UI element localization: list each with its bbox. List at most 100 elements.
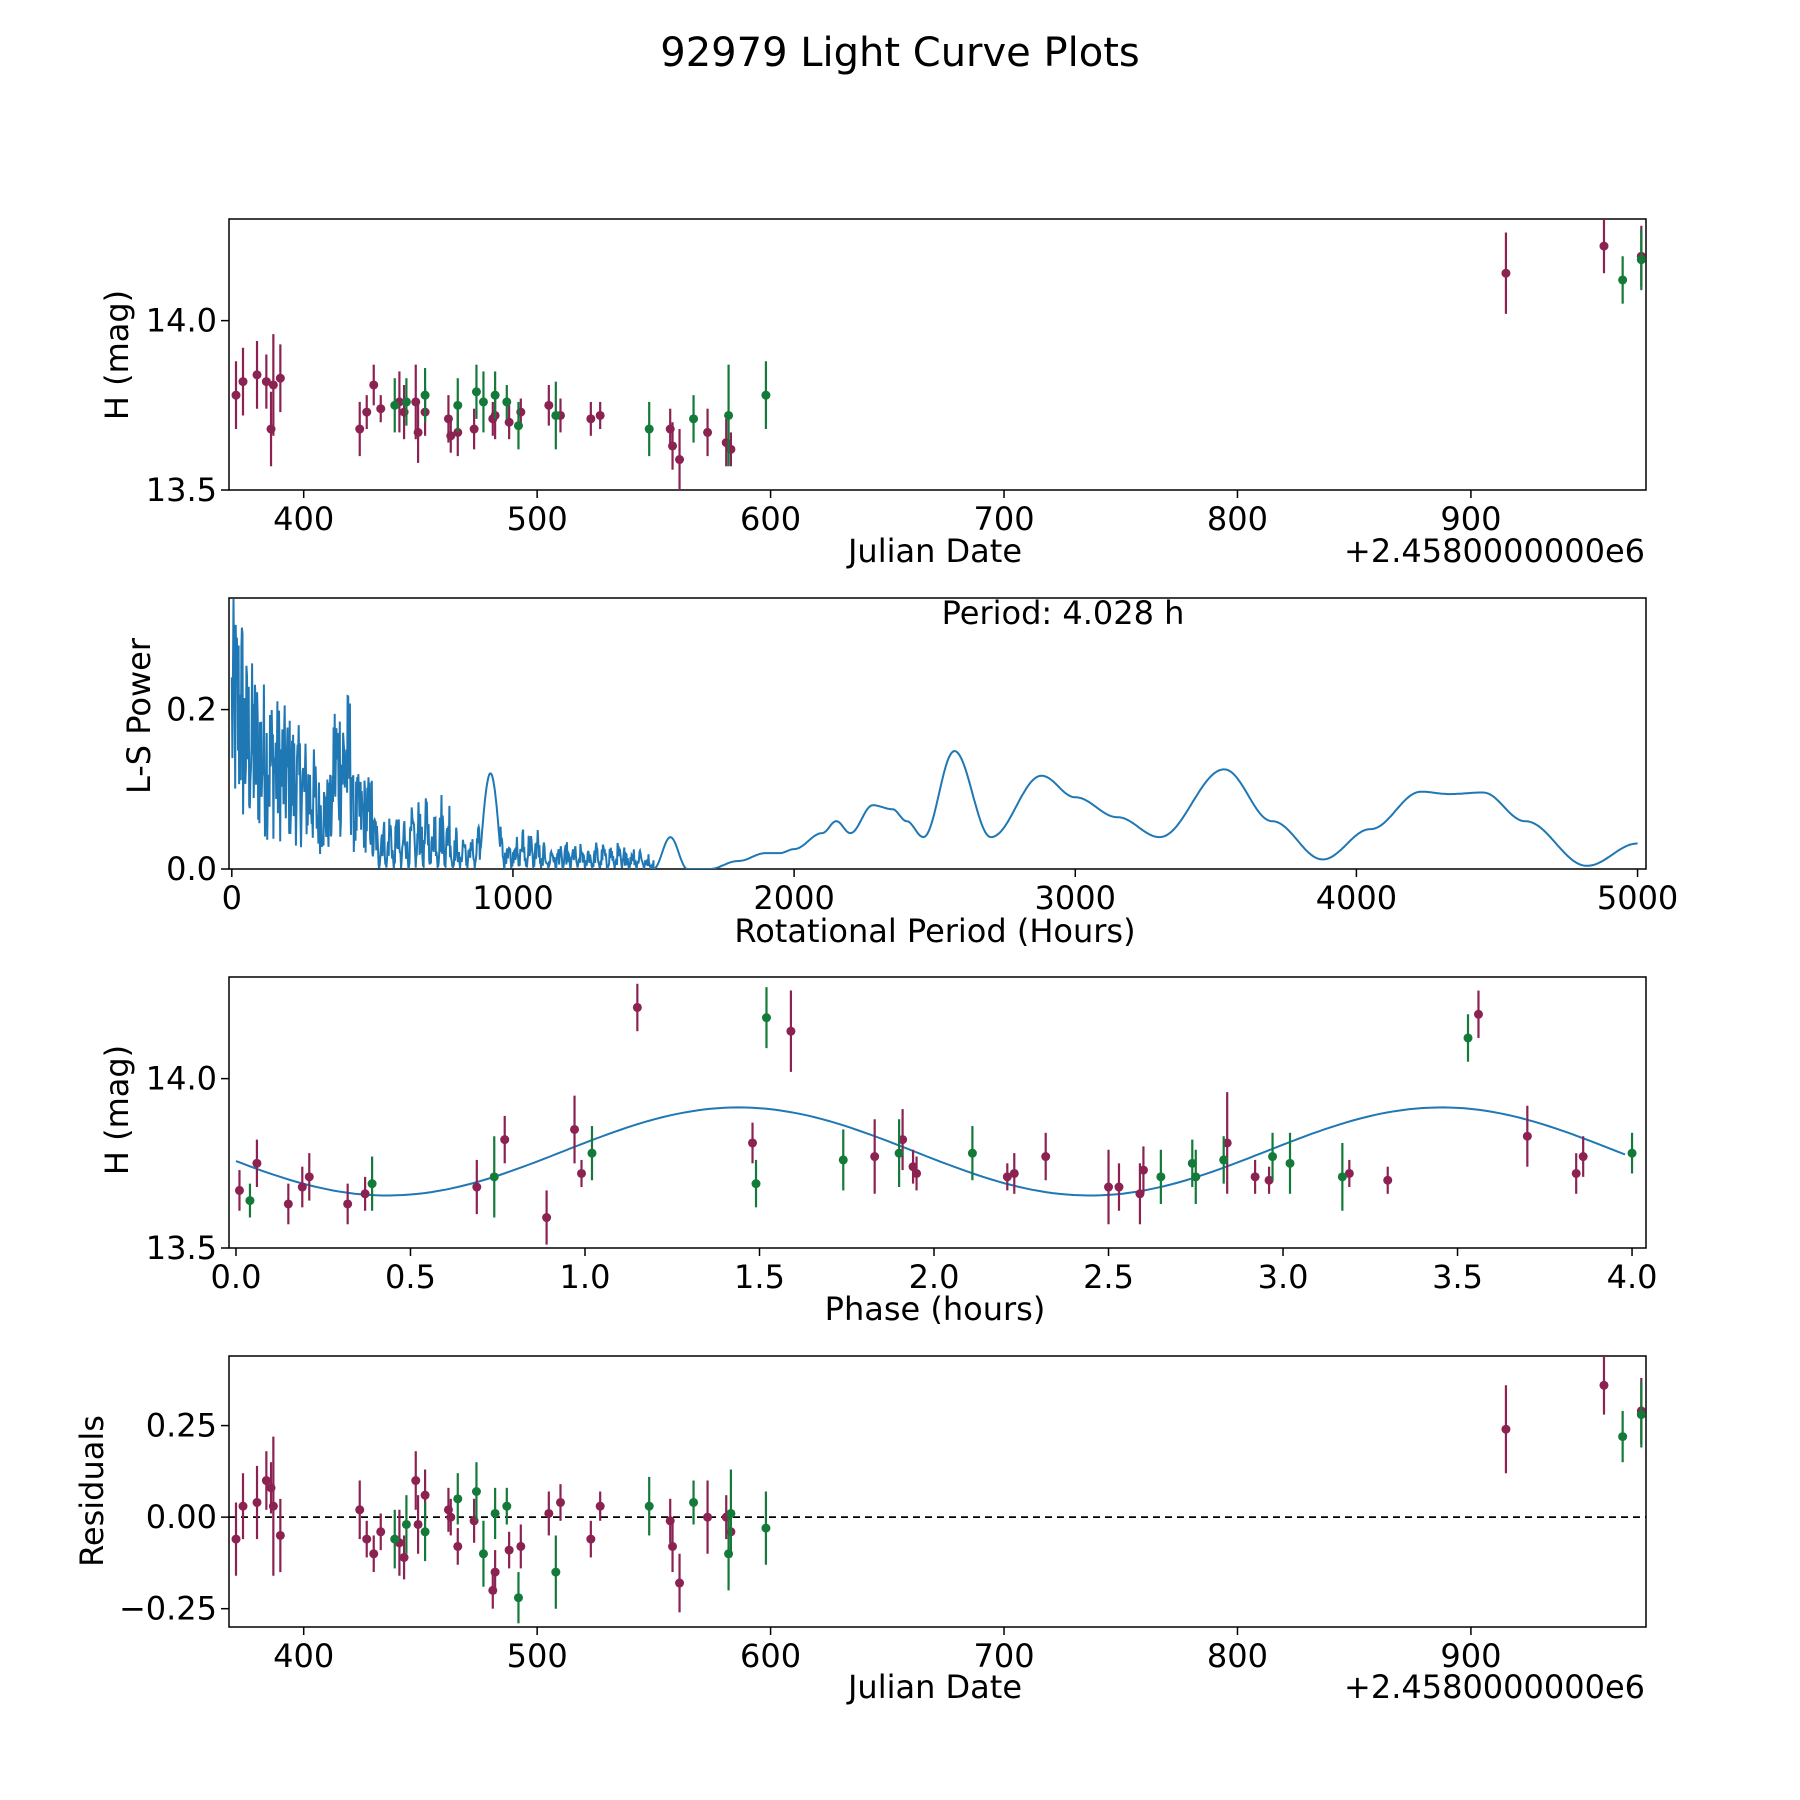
phased-data-point: [1002, 1172, 1012, 1182]
phased-data-point: [587, 1148, 597, 1158]
residuals-data-point: [401, 1519, 411, 1529]
phased-data-point: [1156, 1172, 1166, 1182]
phased-data-point: [1522, 1131, 1532, 1141]
residuals-data-point: [1501, 1424, 1511, 1434]
residuals-data-point: [668, 1541, 678, 1551]
lightcurve-data-point: [1636, 255, 1646, 265]
lightcurve-plot-frame: [228, 218, 1647, 491]
lightcurve-data-point: [390, 400, 400, 410]
phased-data-point: [297, 1182, 307, 1192]
lightcurve-ylabel: H (mag): [98, 290, 136, 420]
lightcurve-data-point: [252, 370, 262, 380]
phased-data-point: [1463, 1033, 1473, 1043]
residuals-data-point: [268, 1501, 278, 1511]
residuals-ylabel: Residuals: [73, 1415, 111, 1567]
periodogram-xlabel: Rotational Period (Hours): [734, 912, 1135, 950]
phased-data-point: [1138, 1165, 1148, 1175]
phased-data-point: [912, 1168, 922, 1178]
phased-data-point: [1191, 1172, 1201, 1182]
lightcurve-data-point: [502, 397, 512, 407]
phased-data-point: [908, 1162, 918, 1172]
period-annotation: Period: 4.028 h: [942, 594, 1185, 632]
periodogram-plot-frame: [228, 597, 1647, 870]
periodogram-xtick-label: 2000: [753, 879, 834, 917]
residuals-data-point: [261, 1476, 271, 1486]
residuals-data-point: [586, 1534, 596, 1544]
phased-data-point: [1219, 1155, 1229, 1165]
phased-data-point: [1264, 1175, 1274, 1185]
residuals-data-point: [369, 1549, 379, 1559]
lightcurve-ytick-label: 14.0: [146, 302, 217, 340]
lightcurve-xtick-label: 400: [273, 500, 334, 538]
phased-data-point: [1187, 1158, 1197, 1168]
residuals-ytick-label: 0.00: [146, 1498, 217, 1536]
residuals-xtick-label: 900: [1440, 1637, 1501, 1675]
phased-xtick-label: 3.5: [1432, 1258, 1483, 1296]
phased-points-layer: [234, 983, 1637, 1245]
lightcurve-panel: H (mag) Julian Date +2.4580000000e6 400 5…: [98, 218, 1647, 570]
phased-data-point: [343, 1199, 353, 1209]
phased-data-point: [761, 1013, 771, 1023]
lightcurve-data-point: [238, 377, 248, 387]
lightcurve-xtick-label: 600: [740, 500, 801, 538]
residuals-data-point: [411, 1476, 421, 1486]
residuals-data-point: [478, 1549, 488, 1559]
lightcurve-data-point: [504, 417, 514, 427]
phased-data-point: [870, 1152, 880, 1162]
phased-data-point: [489, 1172, 499, 1182]
lightcurve-data-point: [420, 390, 430, 400]
residuals-data-point: [689, 1497, 699, 1507]
phased-xtick-label: 2.0: [909, 1258, 960, 1296]
phased-data-point: [1135, 1189, 1145, 1199]
residuals-data-point: [238, 1501, 248, 1511]
phased-data-point: [751, 1179, 761, 1189]
lightcurve-data-point: [413, 427, 423, 437]
figure-title: 92979 Light Curve Plots: [660, 30, 1139, 76]
lightcurve-data-point: [469, 424, 479, 434]
phased-data-point: [500, 1135, 510, 1145]
periodogram-xtick-label: 0: [222, 879, 242, 917]
phased-ytick-label: 13.5: [146, 1229, 217, 1267]
phased-data-point: [367, 1179, 377, 1189]
residuals-data-point: [516, 1541, 526, 1551]
phased-data-point: [1337, 1172, 1347, 1182]
phased-data-point: [1268, 1152, 1278, 1162]
phased-data-point: [967, 1148, 977, 1158]
phased-data-point: [1114, 1182, 1124, 1192]
periodogram-ytick-label: 0.2: [166, 691, 217, 729]
lightcurve-offset-label: +2.4580000000e6: [1344, 532, 1645, 570]
residuals-data-point: [275, 1530, 285, 1540]
lightcurve-xtick-label: 900: [1440, 500, 1501, 538]
residuals-data-point: [513, 1593, 523, 1603]
residuals-data-point: [551, 1567, 561, 1577]
residuals-data-point: [761, 1523, 771, 1533]
lightcurve-data-point: [724, 410, 734, 420]
lightcurve-data-point: [231, 390, 241, 400]
periodogram-ytick-label: 0.0: [166, 850, 217, 888]
residuals-points-layer: [231, 1356, 1646, 1624]
phased-xtick-label: 1.0: [560, 1258, 611, 1296]
residuals-ytick-label: −0.25: [119, 1590, 217, 1628]
phased-data-point: [1383, 1175, 1393, 1185]
residuals-data-point: [1599, 1380, 1609, 1390]
residuals-data-point: [471, 1487, 481, 1496]
lightcurve-xlabel: Julian Date: [846, 532, 1022, 570]
phased-data-point: [898, 1135, 908, 1145]
residuals-plot-frame: [228, 1355, 1647, 1628]
phased-data-point: [1104, 1182, 1114, 1192]
phased-ylabel: H (mag): [98, 1045, 136, 1175]
residuals-data-point: [446, 1512, 456, 1522]
periodogram-panel: L-S Power Rotational Period (Hours) Peri…: [120, 594, 1678, 950]
phased-data-point: [304, 1172, 314, 1182]
phased-xtick-label: 1.5: [734, 1258, 785, 1296]
phased-data-point: [360, 1189, 370, 1199]
phased-xtick-label: 3.0: [1258, 1258, 1309, 1296]
phased-data-point: [1250, 1172, 1260, 1182]
phased-data-point: [894, 1148, 904, 1158]
periodogram-ylabel: L-S Power: [120, 637, 158, 794]
periodogram-xtick-label: 4000: [1316, 879, 1397, 917]
phased-xtick-label: 2.5: [1083, 1258, 1134, 1296]
residuals-data-point: [231, 1534, 241, 1544]
phased-data-point: [1285, 1158, 1295, 1168]
